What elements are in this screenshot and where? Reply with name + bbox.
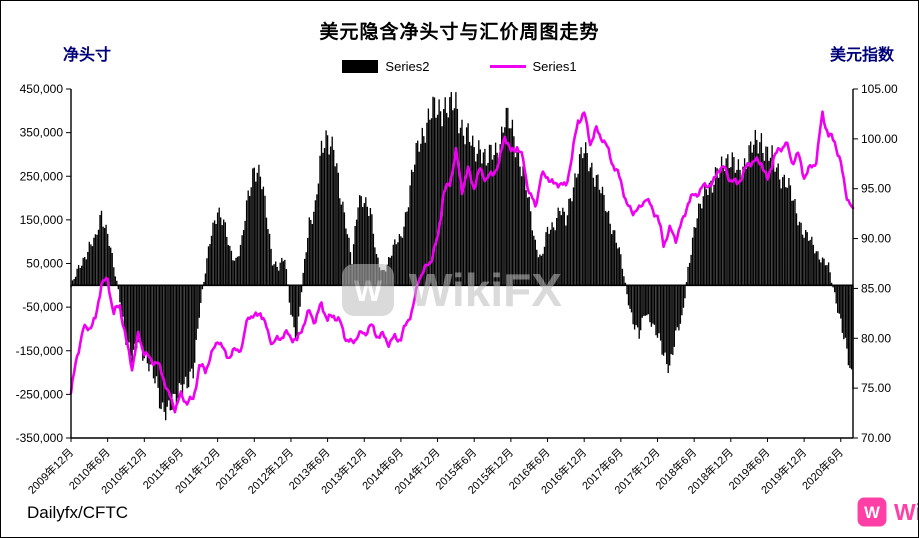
y-left-tick-label: -150,000 — [16, 344, 64, 358]
legend-item-series2: Series2 — [342, 59, 430, 74]
y-left-tick-label: 350,000 — [20, 126, 64, 140]
x-tick-label: 2009年12月 — [25, 445, 76, 496]
bar-series — [70, 92, 854, 421]
y-right-tick-label: 90.00 — [861, 232, 891, 246]
y-left-tick-label: -50,000 — [22, 300, 63, 314]
y-right-tick-label: 85.00 — [861, 281, 891, 295]
right-axis-title: 美元指数 — [829, 47, 894, 64]
y-left-tick-label: 150,000 — [20, 213, 64, 227]
y-left-tick-label: -350,000 — [16, 431, 64, 445]
legend-item-series1: Series1 — [489, 59, 577, 74]
legend-series1-swatch — [489, 65, 526, 68]
legend-series2-label: Series2 — [385, 59, 430, 74]
y-right-tick-label: 80.00 — [861, 331, 891, 345]
y-left-tick-label: 50,000 — [26, 257, 63, 271]
y-right-tick-label: 70.00 — [861, 431, 891, 445]
y-right-tick-label: 95.00 — [861, 182, 891, 196]
y-left-tick-label: 450,000 — [20, 82, 64, 96]
source-label: Dailyfx/CFTC — [27, 503, 129, 522]
y-right-tick-label: 75.00 — [861, 381, 891, 395]
chart-title: 美元隐含净头寸与汇价周图走势 — [319, 22, 600, 43]
line-series — [69, 110, 855, 414]
y-right-tick-label: 105.00 — [861, 82, 898, 96]
y-left-tick-label: -250,000 — [16, 387, 64, 401]
y-right-tick-label: 100.00 — [861, 132, 898, 146]
legend: Series2 Series1 — [1, 59, 918, 74]
legend-series2-swatch — [342, 60, 379, 73]
y-left-tick-label: 250,000 — [20, 169, 64, 183]
left-axis-title: 净头寸 — [63, 47, 112, 64]
legend-series1-label: Series1 — [532, 59, 577, 74]
